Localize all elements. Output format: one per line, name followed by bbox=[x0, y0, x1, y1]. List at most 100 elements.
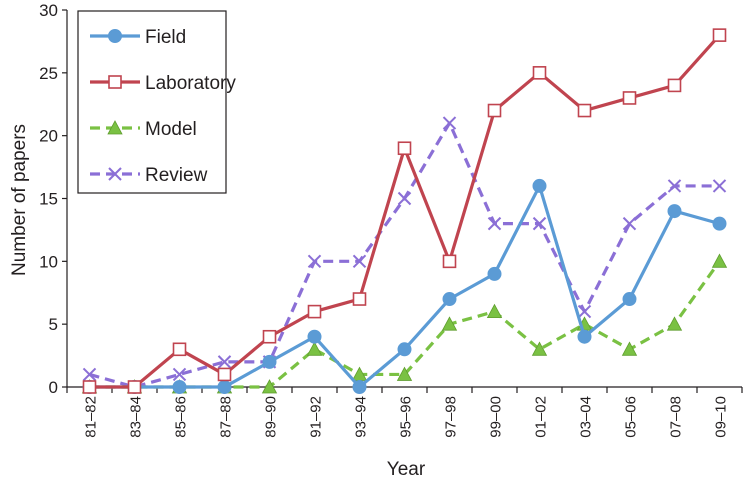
cross-stroke bbox=[442, 116, 457, 130]
cross-stroke bbox=[577, 304, 592, 319]
series-layer bbox=[81, 28, 728, 394]
legend-item-laboratory: Laboratory bbox=[90, 73, 236, 94]
data-point-laboratory bbox=[262, 329, 277, 344]
legend-marker-review bbox=[108, 167, 122, 181]
y-tick-label: 15 bbox=[39, 190, 58, 209]
data-point-laboratory bbox=[82, 380, 97, 394]
data-point-field bbox=[622, 292, 637, 307]
x-tick-label: 97–98 bbox=[443, 396, 460, 438]
x-tick-label: 07–08 bbox=[668, 396, 685, 438]
data-point-field bbox=[217, 380, 232, 394]
data-point-field bbox=[442, 292, 457, 307]
cross-stroke bbox=[532, 216, 547, 231]
y-tick-label: 0 bbox=[49, 378, 58, 397]
data-point-model bbox=[621, 341, 638, 356]
data-point-field bbox=[667, 204, 682, 219]
data-point-review bbox=[352, 254, 367, 269]
data-point-review bbox=[307, 254, 322, 269]
cross-stroke bbox=[487, 216, 502, 231]
y-tick-label: 20 bbox=[39, 127, 58, 146]
data-point-review bbox=[172, 367, 187, 382]
data-point-review bbox=[712, 179, 727, 193]
data-point-model bbox=[441, 316, 458, 331]
x-tick-label: 99–00 bbox=[488, 396, 505, 438]
data-point-laboratory bbox=[307, 304, 322, 319]
data-point-laboratory bbox=[217, 367, 232, 382]
legend-marker-field bbox=[108, 29, 122, 43]
legend-item-field: Field bbox=[90, 27, 186, 48]
y-tick-label: 25 bbox=[39, 64, 58, 83]
data-point-model bbox=[306, 341, 323, 356]
data-point-model bbox=[531, 341, 548, 356]
data-point-laboratory bbox=[172, 342, 187, 357]
data-point-field bbox=[352, 380, 367, 394]
legend-item-review: Review bbox=[90, 165, 208, 186]
data-point-review bbox=[622, 216, 637, 231]
x-tick-label: 83–84 bbox=[128, 396, 145, 438]
data-point-field bbox=[487, 266, 502, 281]
data-point-review bbox=[82, 367, 97, 382]
series-model bbox=[81, 253, 728, 394]
legend: Field Laboratory Model Review bbox=[77, 10, 236, 194]
x-tick-label: 81–82 bbox=[83, 396, 100, 438]
x-tick-label: 01–02 bbox=[533, 396, 550, 438]
cross-stroke bbox=[172, 367, 187, 382]
data-point-laboratory bbox=[352, 292, 367, 306]
data-point-model bbox=[396, 366, 413, 381]
data-point-laboratory bbox=[397, 141, 412, 156]
x-tick-label: 09–10 bbox=[713, 396, 730, 438]
data-point-model bbox=[261, 379, 278, 394]
data-point-laboratory bbox=[442, 254, 457, 269]
legend-label-laboratory: Laboratory bbox=[145, 73, 236, 94]
series-line-field bbox=[89, 184, 720, 389]
data-point-laboratory bbox=[712, 28, 727, 42]
data-point-model bbox=[666, 316, 683, 331]
cross-stroke bbox=[622, 216, 637, 231]
legend-label-review: Review bbox=[145, 165, 208, 186]
data-point-review bbox=[487, 216, 502, 231]
axes: 0 5 10 15 20 25 30 81–82 83–84 85–86 87–88 89–90 91–… bbox=[39, 1, 743, 438]
x-axis-label: Year bbox=[387, 459, 426, 480]
cross-stroke bbox=[712, 179, 727, 193]
x-tick-label: 93–94 bbox=[353, 396, 370, 438]
data-point-laboratory bbox=[577, 103, 592, 118]
y-axis-label: Number of papers bbox=[9, 124, 30, 276]
data-point-review bbox=[667, 179, 682, 193]
data-point-model bbox=[711, 253, 728, 268]
x-tick-label: 85–86 bbox=[173, 396, 190, 438]
cross-stroke bbox=[82, 367, 97, 382]
y-tick-label: 5 bbox=[49, 315, 58, 334]
data-point-field bbox=[577, 329, 592, 344]
cross-stroke bbox=[667, 179, 682, 193]
x-tick-label: 87–88 bbox=[218, 396, 235, 438]
data-point-laboratory bbox=[127, 380, 142, 394]
data-point-laboratory bbox=[667, 78, 682, 93]
data-point-field bbox=[172, 380, 187, 394]
y-tick-label: 30 bbox=[39, 1, 58, 20]
series-field bbox=[82, 178, 727, 394]
data-point-field bbox=[307, 329, 322, 344]
data-point-laboratory bbox=[487, 103, 502, 118]
cross-stroke bbox=[217, 355, 232, 369]
x-tick-label: 91–92 bbox=[308, 396, 325, 438]
series-laboratory bbox=[82, 28, 727, 394]
x-tick-label: 03–04 bbox=[578, 396, 595, 438]
cross-stroke bbox=[108, 167, 122, 181]
x-tick-label: 95–96 bbox=[398, 396, 415, 438]
legend-marker-laboratory bbox=[108, 75, 122, 89]
legend-label-field: Field bbox=[145, 27, 186, 48]
data-point-review bbox=[442, 116, 457, 130]
legend-marker-model bbox=[107, 120, 123, 135]
data-point-model bbox=[486, 303, 503, 319]
data-point-field bbox=[397, 342, 412, 357]
data-point-field bbox=[532, 178, 547, 193]
cross-stroke bbox=[397, 191, 412, 206]
cross-stroke bbox=[307, 254, 322, 269]
cross-stroke bbox=[352, 254, 367, 269]
series-review bbox=[82, 116, 727, 394]
data-point-field bbox=[712, 216, 727, 231]
legend-box bbox=[77, 10, 227, 194]
data-point-review bbox=[217, 355, 232, 369]
